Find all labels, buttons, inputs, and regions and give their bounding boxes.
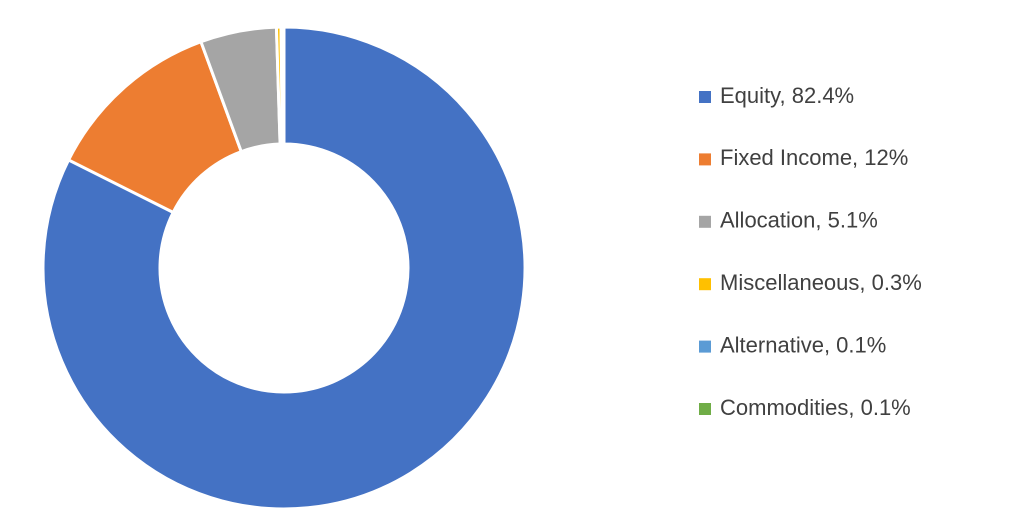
donut-slice [41,25,527,511]
legend-label: Alternative, 0.1% [720,332,886,357]
legend-label: Fixed Income, 12% [720,145,908,170]
legend-label: Equity, 82.4% [720,83,854,108]
legend-marker [699,215,711,228]
legend-label: Allocation, 5.1% [720,208,878,233]
legend-marker [699,340,711,353]
legend-marker [699,403,711,415]
legend-label: Commodities, 0.1% [720,395,911,420]
legend-marker [699,91,711,103]
legend-label: Miscellaneous, 0.3% [720,270,922,295]
legend-marker [699,153,711,166]
donut-slice [280,25,286,146]
legend-marker [699,278,711,291]
